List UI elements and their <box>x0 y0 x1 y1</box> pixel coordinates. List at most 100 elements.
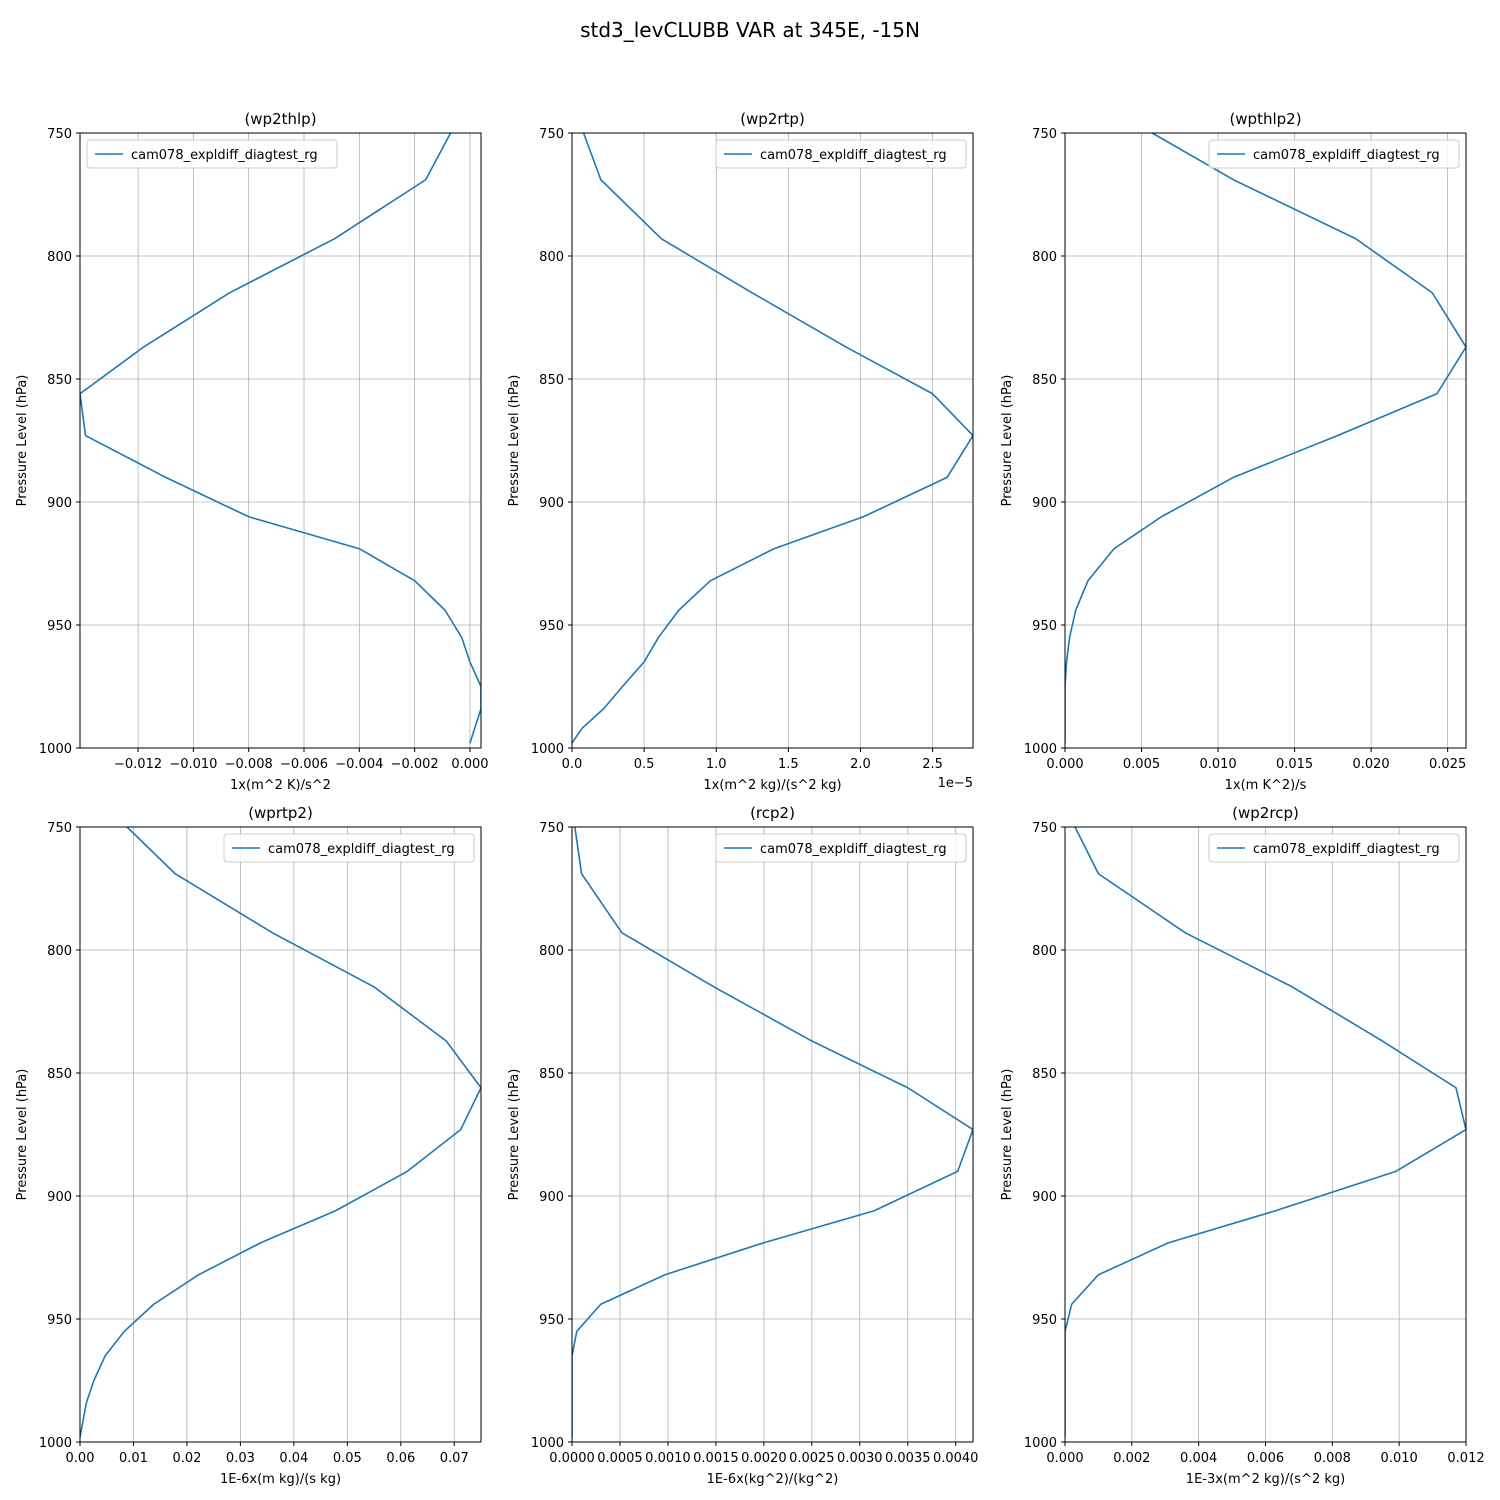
chart-5-ytick-label-2: 850 <box>1032 1067 1057 1082</box>
chart-5-xlabel: 1E-3x(m^2 kg)/(s^2 kg) <box>1186 1472 1345 1487</box>
chart-3-xtick-label-2: 0.02 <box>172 1451 201 1466</box>
chart-2-xtick-label-4: 0.020 <box>1352 757 1389 772</box>
chart-2-ylabel: Pressure Level (hPa) <box>1000 375 1015 507</box>
chart-0-series-0-line <box>80 133 481 744</box>
chart-2-xtick-label-2: 0.010 <box>1199 757 1236 772</box>
chart-5-ytick-label-0: 750 <box>1032 821 1057 836</box>
chart-0-panel: −0.012 −0.010 −0.008 −0.006 −0.004 −0.002 0.00… <box>15 110 489 793</box>
chart-4-xlabel: 1E-6x(kg^2)/(kg^2) <box>707 1472 839 1487</box>
chart-4-ytick-label-5: 1000 <box>531 1436 564 1451</box>
chart-0-legend-label: cam078_expldiff_diagtest_rg <box>131 148 318 163</box>
chart-4-panel: 0.0000 0.0005 0.0010 0.0015 0.0020 0.0025 0.00… <box>507 804 978 1487</box>
chart-1-panel: 0.0 0.5 1.0 1.5 2.0 2.5 750 800 850 900 950 1000 (wp… <box>507 110 974 793</box>
chart-3-ytick-label-3: 900 <box>47 1190 72 1205</box>
chart-0-xtick-label-1: −0.010 <box>169 757 217 772</box>
chart-0-xlabel: 1x(m^2 K)/s^2 <box>230 778 331 793</box>
chart-2-ytick-label-5: 1000 <box>1024 742 1057 757</box>
chart-0-ytick-label-3: 900 <box>47 496 72 511</box>
chart-1-frame <box>571 132 974 749</box>
chart-0-xtick-label-6: 0.000 <box>451 757 488 772</box>
chart-3-series-0-line <box>80 827 481 1438</box>
chart-3-ytick-label-0: 750 <box>47 821 72 836</box>
chart-3-xlabel: 1E-6x(m kg)/(s kg) <box>220 1472 341 1487</box>
chart-4-xtick-label-7: 0.0035 <box>885 1451 931 1466</box>
chart-4-xtick-label-2: 0.0010 <box>645 1451 691 1466</box>
chart-4-ytick-label-0: 750 <box>539 821 564 836</box>
chart-3-ytick-label-5: 1000 <box>39 1436 72 1451</box>
figure-title: std3_levCLUBB VAR at 345E, -15N <box>580 18 920 42</box>
chart-5-xtick-label-6: 0.012 <box>1447 1451 1484 1466</box>
chart-0-legend-box <box>86 139 338 169</box>
chart-3-xtick-label-1: 0.01 <box>119 1451 148 1466</box>
chart-4-ylabel: Pressure Level (hPa) <box>507 1069 522 1201</box>
chart-5-series-0-line <box>1065 827 1466 1438</box>
chart-2-title: (wpthlp2) <box>1229 110 1301 128</box>
chart-4-xtick-label-0: 0.0000 <box>549 1451 595 1466</box>
chart-4-xtick-label-3: 0.0015 <box>693 1451 739 1466</box>
chart-3-xtick-label-4: 0.04 <box>279 1451 308 1466</box>
chart-1-legend: cam078_expldiff_diagtest_rg <box>715 139 967 169</box>
chart-3-ytick-label-1: 800 <box>47 944 72 959</box>
chart-5-xtick-label-2: 0.004 <box>1180 1451 1217 1466</box>
chart-0-xtick-label-2: −0.008 <box>225 757 273 772</box>
chart-0-ytick-label-4: 950 <box>47 619 72 634</box>
chart-3-title: (wprtp2) <box>248 804 313 822</box>
chart-3-legend-box <box>223 833 475 863</box>
chart-4-xtick-label-6: 0.0030 <box>837 1451 883 1466</box>
chart-4-ytick-label-4: 950 <box>539 1313 564 1328</box>
chart-2-frame <box>1064 132 1467 749</box>
chart-4-xtick-label-1: 0.0005 <box>597 1451 643 1466</box>
chart-2-ytick-label-0: 750 <box>1032 127 1057 142</box>
chart-0-ytick-label-1: 800 <box>47 250 72 265</box>
chart-5-xtick-label-0: 0.000 <box>1046 1451 1083 1466</box>
chart-4-xtick-label-5: 0.0025 <box>789 1451 835 1466</box>
chart-0-ytick-label-0: 750 <box>47 127 72 142</box>
chart-1-legend-box <box>715 139 967 169</box>
chart-4-legend-label: cam078_expldiff_diagtest_rg <box>760 842 947 857</box>
chart-1-ytick-label-0: 750 <box>539 127 564 142</box>
chart-2-xtick-label-5: 0.025 <box>1429 757 1466 772</box>
chart-0-ytick-label-2: 850 <box>47 373 72 388</box>
chart-0-xtick-label-3: −0.006 <box>280 757 328 772</box>
chart-3-xtick-label-7: 0.07 <box>440 1451 469 1466</box>
chart-5-legend-label: cam078_expldiff_diagtest_rg <box>1253 842 1440 857</box>
chart-5-xtick-label-3: 0.006 <box>1247 1451 1284 1466</box>
chart-5-ytick-label-3: 900 <box>1032 1190 1057 1205</box>
chart-1-series-0-line <box>572 133 973 744</box>
chart-1-xtick-label-3: 1.5 <box>778 757 799 772</box>
chart-3-xtick-label-3: 0.03 <box>226 1451 255 1466</box>
chart-1-xlabel: 1x(m^2 kg)/(s^2 kg) <box>703 778 841 793</box>
chart-3-legend-label: cam078_expldiff_diagtest_rg <box>268 842 455 857</box>
chart-5-legend-box <box>1208 833 1460 863</box>
chart-2-xtick-label-3: 0.015 <box>1276 757 1313 772</box>
chart-1-xtick-label-2: 1.0 <box>706 757 727 772</box>
chart-3-panel: 0.00 0.01 0.02 0.03 0.04 0.05 0.06 0.07 750 800 85… <box>15 804 482 1487</box>
chart-1-ytick-label-4: 950 <box>539 619 564 634</box>
chart-3-ytick-label-4: 950 <box>47 1313 72 1328</box>
chart-2-legend-label: cam078_expldiff_diagtest_rg <box>1253 148 1440 163</box>
chart-2-ytick-label-3: 900 <box>1032 496 1057 511</box>
chart-3-legend: cam078_expldiff_diagtest_rg <box>223 833 475 863</box>
chart-4-ytick-label-3: 900 <box>539 1190 564 1205</box>
panels-group: −0.012 −0.010 −0.008 −0.006 −0.004 −0.002 0.00… <box>15 110 1485 1487</box>
chart-4-frame <box>571 826 974 1443</box>
chart-4-legend-box <box>715 833 967 863</box>
chart-2-panel: 0.000 0.005 0.010 0.015 0.020 0.025 750 800 850 9… <box>1000 110 1467 793</box>
chart-0-legend: cam078_expldiff_diagtest_rg <box>86 139 338 169</box>
chart-5-title: (wp2rcp) <box>1232 804 1299 822</box>
chart-3-frame <box>79 826 482 1443</box>
chart-2-legend-box <box>1208 139 1460 169</box>
chart-2-series-0-line <box>1065 133 1466 744</box>
chart-1-offset-text: 1e−5 <box>938 776 973 791</box>
chart-2-ytick-label-1: 800 <box>1032 250 1057 265</box>
chart-5-panel: 0.000 0.002 0.004 0.006 0.008 0.010 0.012 750 80… <box>1000 804 1485 1487</box>
chart-4-xtick-label-4: 0.0020 <box>741 1451 787 1466</box>
chart-1-xtick-label-4: 2.0 <box>850 757 871 772</box>
chart-4-xtick-label-8: 0.0040 <box>933 1451 979 1466</box>
chart-0-xtick-label-0: −0.012 <box>114 757 162 772</box>
chart-1-xtick-label-1: 0.5 <box>634 757 655 772</box>
chart-1-ytick-label-5: 1000 <box>531 742 564 757</box>
chart-4-ytick-label-2: 850 <box>539 1067 564 1082</box>
chart-4-legend: cam078_expldiff_diagtest_rg <box>715 833 967 863</box>
